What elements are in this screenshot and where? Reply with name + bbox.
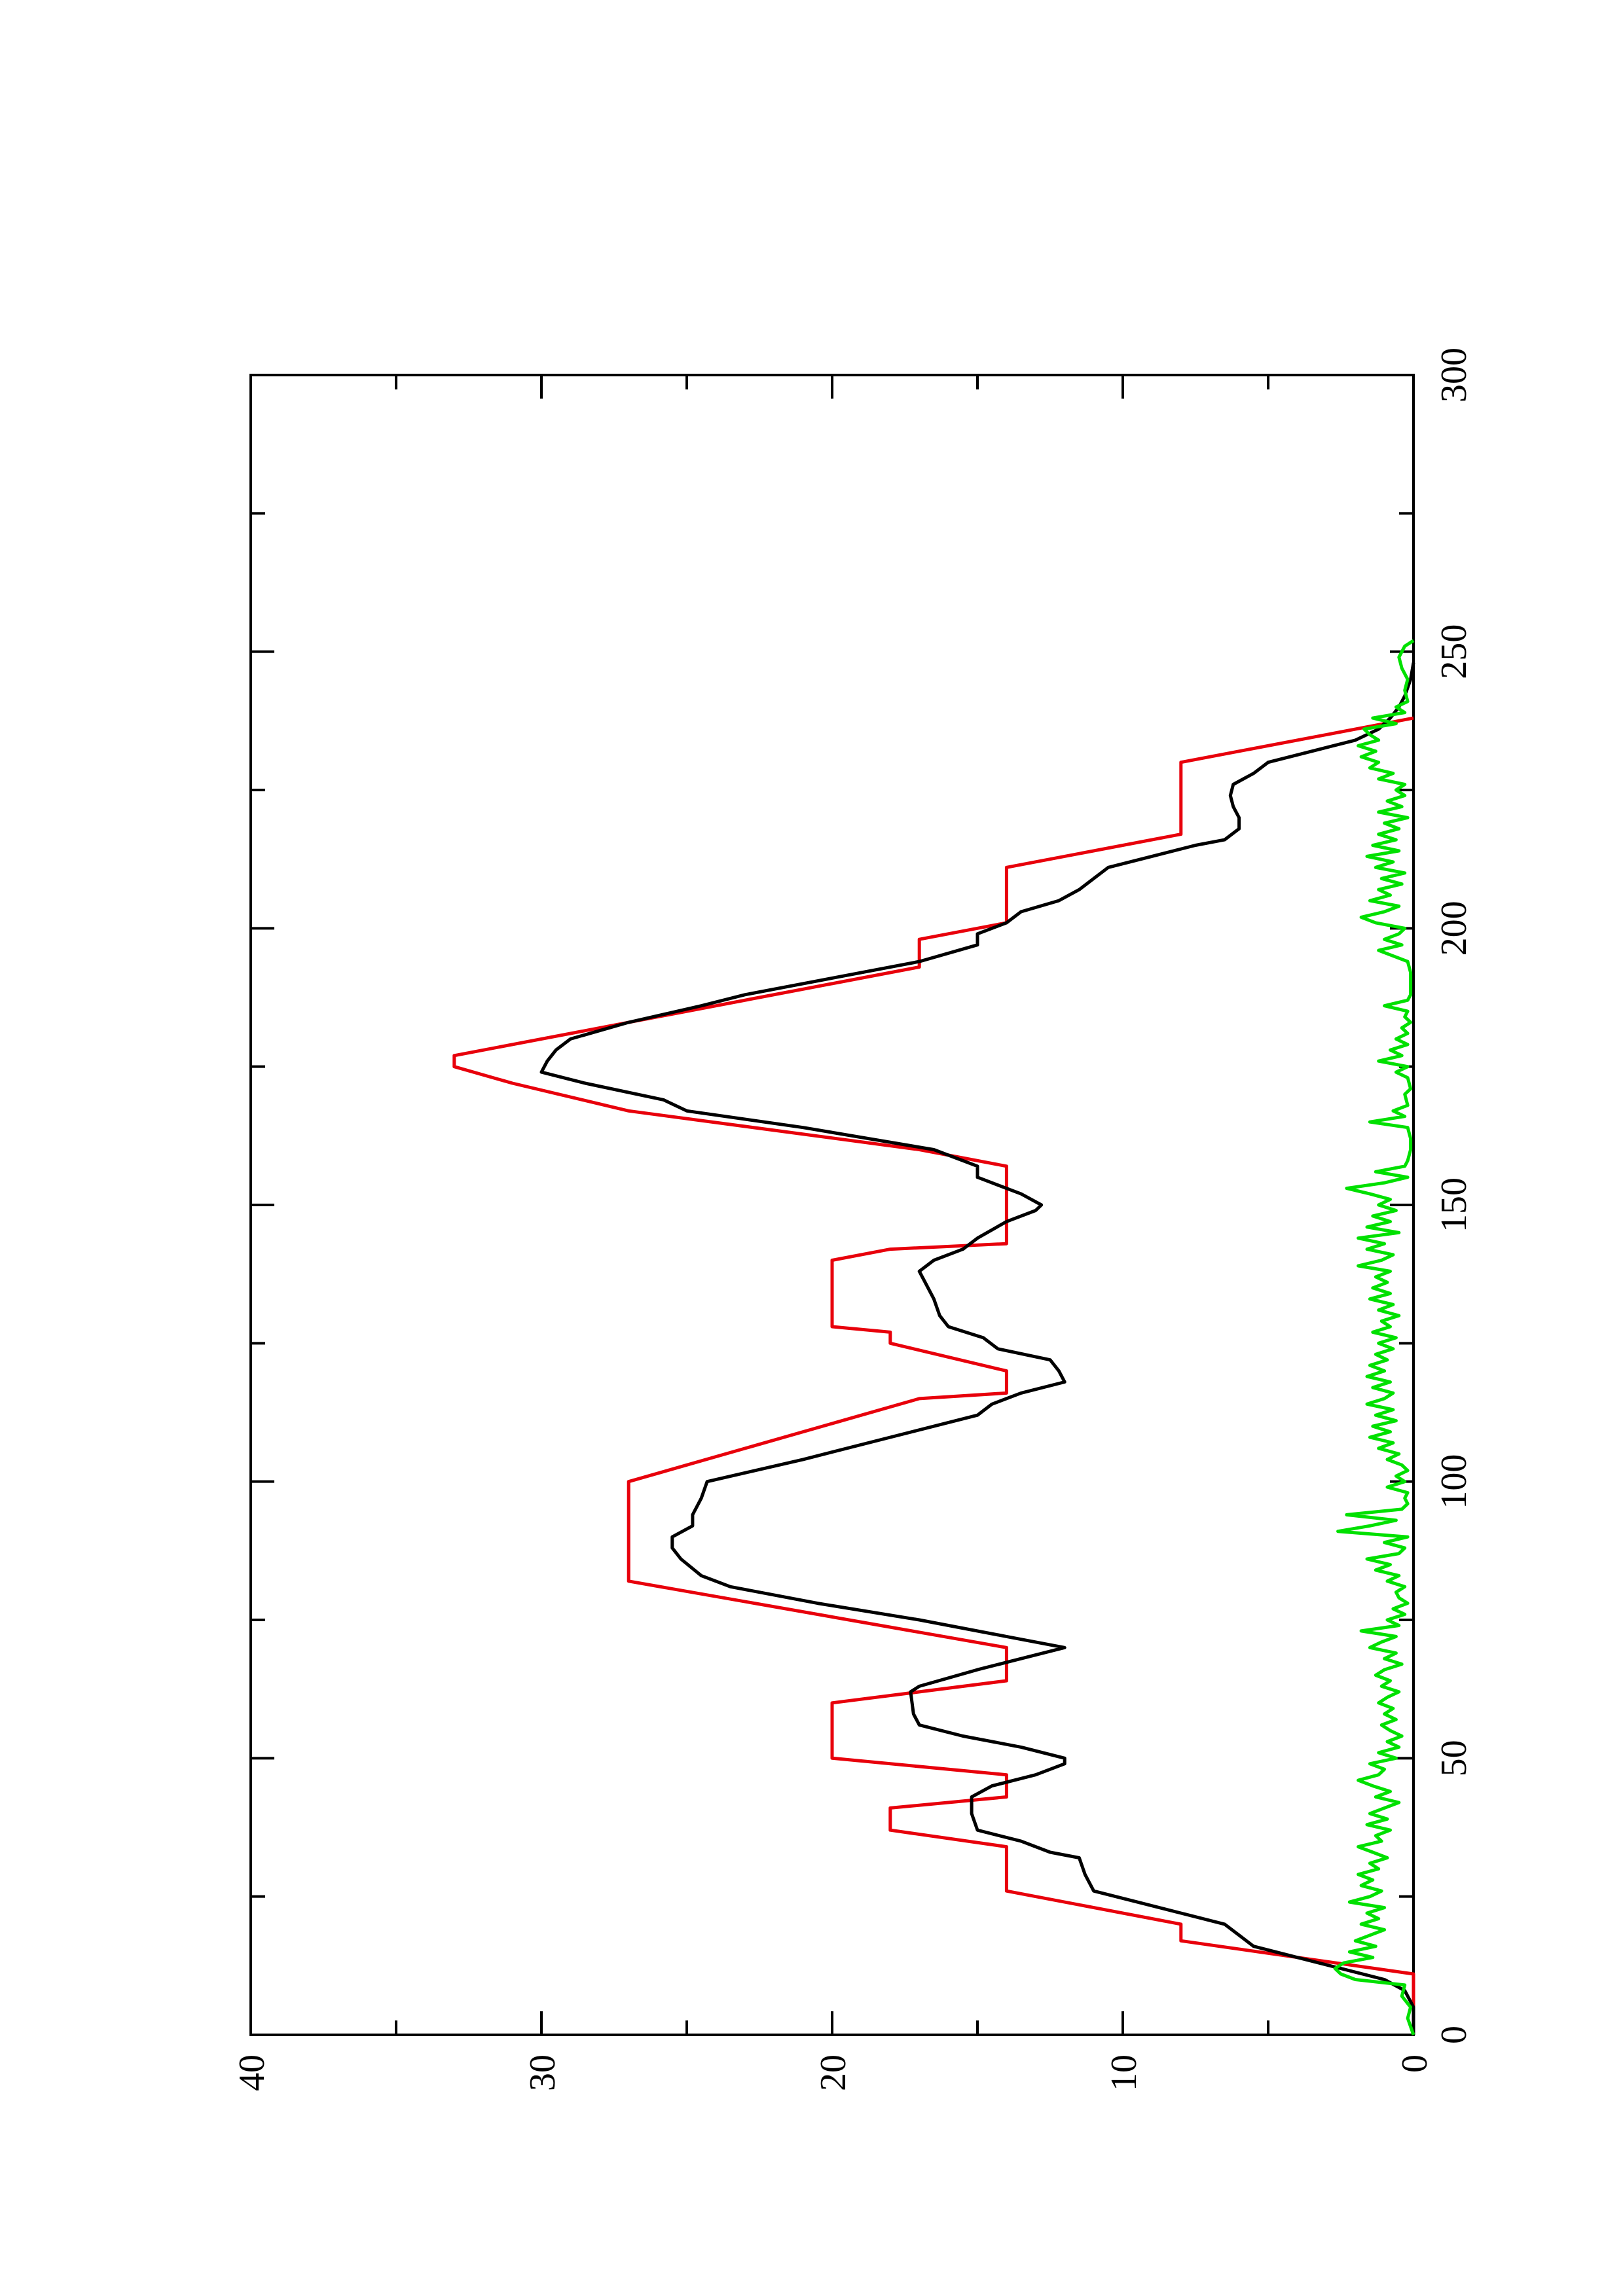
y-tick-label: 10 xyxy=(1104,2054,1144,2091)
y-tick-label: 0 xyxy=(1395,2054,1435,2073)
x-tick-label: 0 xyxy=(1434,2026,1474,2044)
x-tick-label: 50 xyxy=(1434,1740,1474,1776)
y-tick-label: 30 xyxy=(522,2054,563,2091)
series-line-3 xyxy=(1333,639,1415,2036)
x-tick-label: 300 xyxy=(1434,348,1474,403)
axis-tick-labels: 0 50 100 150 200 250 300 0 10 20 30 40 xyxy=(232,348,1474,2091)
series-layer xyxy=(452,639,1415,2036)
x-tick-label: 200 xyxy=(1434,901,1474,956)
x-tick-label: 150 xyxy=(1434,1177,1474,1232)
plot-frame xyxy=(249,374,1415,2036)
x-tick-label: 250 xyxy=(1434,624,1474,679)
series-line-1 xyxy=(452,716,1415,2035)
series-line-2 xyxy=(539,662,1415,2035)
axis-ticks xyxy=(249,374,1415,2036)
y-tick-label: 40 xyxy=(232,2054,272,2091)
y-tick-label: 20 xyxy=(813,2054,854,2091)
x-tick-label: 100 xyxy=(1434,1454,1474,1509)
